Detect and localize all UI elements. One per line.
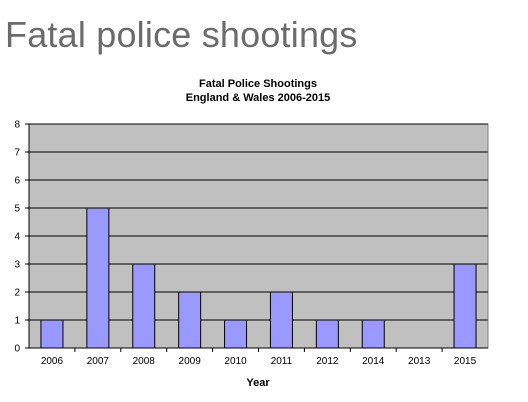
y-tick-label: 4	[14, 232, 20, 243]
chart-subtitle: England & Wales 2006-2015	[186, 92, 331, 104]
x-tick-label: 2011	[271, 356, 293, 367]
y-tick-label: 2	[14, 288, 20, 299]
x-tick-label: 2014	[362, 356, 385, 367]
y-tick-label: 5	[14, 204, 20, 215]
bar-2009	[178, 291, 202, 349]
bar-2015	[453, 263, 477, 349]
x-tick-label: 2015	[454, 356, 477, 367]
bar-2011	[269, 291, 293, 349]
y-tick-label: 0	[14, 344, 20, 355]
y-tick-label: 3	[14, 260, 20, 271]
bar-2012	[315, 319, 339, 349]
y-tick-label: 8	[14, 120, 20, 131]
bar-2008	[132, 263, 156, 349]
x-tick-label: 2008	[133, 356, 156, 367]
slide-title: Fatal police shootings	[5, 14, 358, 55]
bar-2006	[40, 319, 64, 349]
bars	[40, 207, 477, 349]
x-tick-label: 2013	[408, 356, 431, 367]
x-tick-label: 2007	[87, 356, 110, 367]
bar-2010	[224, 319, 248, 349]
y-tick-label: 7	[14, 148, 20, 159]
x-axis-label: Year	[246, 377, 270, 389]
x-tick-label: 2009	[179, 356, 202, 367]
y-tick-label: 6	[14, 176, 20, 187]
x-tick-label: 2012	[316, 356, 339, 367]
bar-2014	[361, 319, 385, 349]
y-tick-label: 1	[14, 316, 20, 327]
bar-2007	[86, 207, 110, 349]
y-tick-labels: 0 1 2 3 4 5 6 7 8	[14, 120, 29, 355]
x-tick-label: 2006	[41, 356, 64, 367]
x-tick-label: 2010	[224, 356, 247, 367]
x-tick-labels: 2006 2007 2008 2009 2010 2011 2012 2014 2013 2015	[41, 348, 477, 367]
chart-title: Fatal Police Shootings	[199, 78, 317, 90]
